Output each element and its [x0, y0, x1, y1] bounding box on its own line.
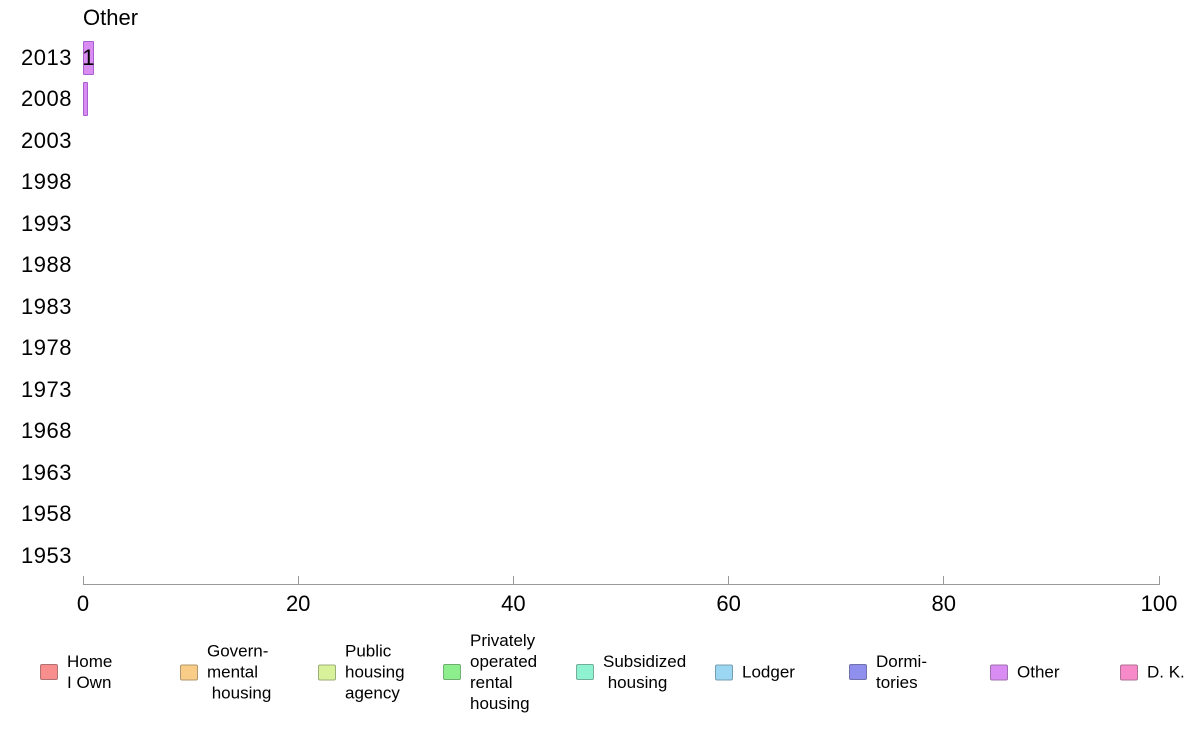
bar-2013[interactable] [83, 40, 94, 75]
x-axis-tick-60 [728, 576, 730, 584]
legend-label-line: I Own [67, 673, 112, 692]
legend-label-line: housing [345, 662, 405, 682]
legend-label-home-i-own: Home I Own [67, 651, 112, 693]
x-axis-tick-80 [943, 576, 945, 584]
legend-swatch-lodger [715, 664, 733, 680]
legend-item-lodger[interactable]: Lodger [715, 662, 795, 683]
y-axis-label-2003: 2003 [21, 127, 72, 153]
bar-2008[interactable] [83, 82, 89, 116]
legend-item-subsidized-housing[interactable]: Subsidized housing [576, 651, 686, 693]
legend-label-govern-mental-housing: Govern-mental housing [207, 641, 271, 704]
legend-item-d-k[interactable]: D. K. [1120, 662, 1185, 683]
legend-swatch-privately-operated-rental-housing [443, 664, 461, 680]
legend-swatch-d-k [1120, 664, 1138, 680]
y-axis-label-2008: 2008 [21, 86, 72, 111]
y-axis-label-1983: 1983 [21, 293, 72, 319]
legend-label-other: Other [1017, 662, 1060, 683]
legend-swatch-subsidized-housing [576, 664, 594, 680]
y-axis-label-2013: 2013 [21, 44, 72, 70]
y-axis-label-1953: 1953 [21, 542, 72, 568]
y-axis-label-1998: 1998 [21, 169, 72, 194]
x-axis-tick-label-20: 20 [285, 591, 311, 616]
x-axis-tick-0 [82, 576, 84, 584]
legend-label-public-housing-agency: Public housing agency [345, 641, 405, 704]
x-axis-tick-label-80: 80 [931, 591, 957, 616]
legend-label-line: Other [1017, 662, 1060, 682]
legend-label-line: rental [470, 673, 513, 692]
bar-value-label-2013: 1 [82, 44, 95, 70]
legend-label-line: Privately [470, 631, 536, 650]
legend-item-public-housing-agency[interactable]: Public housing agency [318, 641, 405, 704]
legend-swatch-public-housing-agency [318, 664, 336, 680]
legend-label-line: mental [207, 662, 259, 682]
legend-label-line: Lodger [742, 662, 795, 682]
y-axis-label-1988: 1988 [21, 252, 72, 277]
x-axis-tick-20 [297, 576, 299, 584]
legend-label-line: Dormi- [876, 652, 927, 671]
x-axis-tick-label-60: 60 [716, 591, 741, 616]
legend-swatch-other [990, 664, 1008, 680]
legend-label-line: Subsidized [603, 652, 687, 671]
y-axis-label-1963: 1963 [21, 459, 72, 485]
legend-swatch-home-i-own [40, 664, 58, 680]
legend-label-line: D. K. [1147, 662, 1185, 682]
legend-label-line: Public [345, 641, 392, 661]
x-axis-tick-label-0: 0 [76, 591, 90, 616]
x-axis-tick-label-100: 100 [1140, 591, 1178, 616]
legend-label-line: housing [207, 683, 272, 703]
legend-item-govern-mental-housing[interactable]: Govern-mental housing [180, 641, 271, 704]
legend-label-privately-operated-rental-housing: Privately operated rental housing [470, 630, 537, 714]
x-axis-tick-40 [512, 576, 514, 584]
x-axis-tick-100 [1158, 576, 1160, 584]
legend-item-privately-operated-rental-housing[interactable]: Privately operated rental housing [443, 630, 537, 714]
legend-label-line: housing [603, 673, 668, 692]
legend-swatch-dormi-tories [849, 664, 867, 680]
y-axis-label-1958: 1958 [21, 501, 72, 526]
legend-swatch-govern-mental-housing [180, 664, 198, 680]
legend-label-subsidized-housing: Subsidized housing [603, 651, 686, 693]
legend-item-other[interactable]: Other [990, 662, 1060, 683]
legend-label-lodger: Lodger [742, 662, 795, 683]
legend-label-line: Home [67, 652, 113, 671]
x-axis-tick-label-40: 40 [501, 591, 526, 616]
y-axis-label-1973: 1973 [21, 376, 72, 402]
legend-label-line: operated [470, 652, 538, 671]
legend-label-line: housing [470, 694, 530, 713]
chart-title: Other [83, 5, 139, 30]
legend-label-d-k: D. K. [1147, 662, 1185, 683]
legend-item-dormi-tories[interactable]: Dormi-tories [849, 651, 927, 693]
legend-label-line: agency [345, 683, 400, 703]
x-axis-line [83, 584, 1160, 585]
y-axis-label-1968: 1968 [21, 418, 72, 443]
legend-item-home-i-own[interactable]: Home I Own [40, 651, 112, 693]
legend-label-dormi-tories: Dormi-tories [876, 651, 927, 693]
legend-label-line: Govern- [207, 641, 269, 661]
y-axis-label-1978: 1978 [21, 335, 72, 360]
y-axis-label-1993: 1993 [21, 210, 72, 236]
legend-label-line: tories [876, 673, 918, 692]
